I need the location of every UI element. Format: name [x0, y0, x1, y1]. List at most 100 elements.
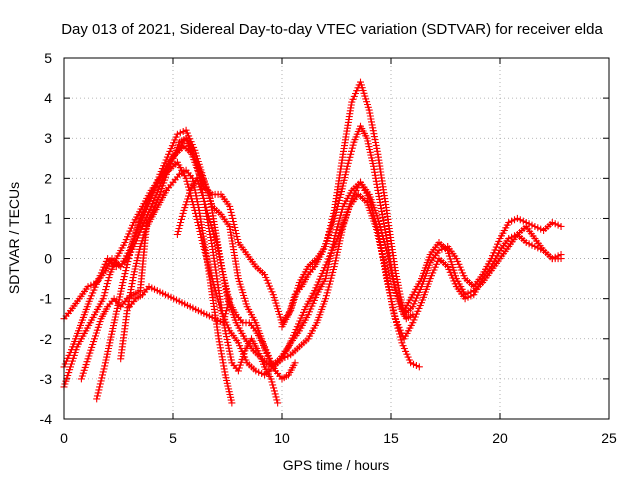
y-tick-label: 1: [44, 210, 52, 226]
data-point: [182, 126, 190, 134]
data-point: [534, 244, 542, 252]
data-point: [172, 133, 180, 141]
data-point: [291, 329, 299, 336]
data-point: [176, 222, 184, 229]
data-point: [332, 254, 340, 262]
data-point: [99, 368, 107, 376]
data-point: [392, 316, 400, 323]
data-point: [194, 177, 202, 185]
data-point: [333, 248, 341, 256]
data-point: [103, 280, 111, 288]
data-point: [162, 173, 169, 181]
data-point: [203, 206, 211, 214]
data-point: [449, 274, 457, 282]
data-point: [412, 362, 420, 369]
data-point: [435, 247, 443, 254]
data-point: [216, 253, 224, 261]
data-point: [367, 115, 375, 123]
data-point: [213, 239, 221, 246]
data-point: [216, 256, 224, 264]
data-point: [268, 378, 276, 386]
plot-frame: [63, 57, 610, 420]
data-point: [193, 195, 201, 203]
data-point: [376, 241, 384, 248]
data-point: [141, 203, 149, 211]
data-point: [350, 92, 358, 100]
data-point: [194, 164, 201, 172]
data-point: [174, 228, 182, 235]
data-point: [108, 330, 116, 338]
data-point: [319, 267, 327, 275]
data-point: [379, 213, 387, 221]
data-point: [101, 362, 109, 370]
data-point: [374, 232, 382, 239]
data-point: [391, 313, 399, 320]
data-point: [519, 217, 527, 225]
data-point: [91, 335, 98, 343]
data-point: [331, 211, 339, 219]
data-point: [194, 167, 202, 175]
data-point: [118, 284, 126, 292]
data-point: [173, 130, 181, 138]
data-point: [318, 270, 326, 277]
data-point: [285, 311, 292, 319]
data-point: [113, 307, 121, 315]
data-point: [400, 345, 408, 352]
data-point: [179, 128, 187, 135]
data-point: [403, 350, 411, 358]
data-point: [95, 386, 103, 394]
data-point: [505, 219, 513, 226]
data-point: [111, 313, 119, 321]
data-point: [161, 159, 169, 167]
data-point: [104, 277, 112, 285]
data-point: [329, 220, 336, 228]
data-point: [537, 245, 545, 253]
data-point: [184, 180, 192, 188]
data-point: [557, 255, 565, 263]
data-point: [461, 295, 469, 303]
data-point: [195, 204, 203, 211]
data-point: [513, 214, 521, 222]
data-point: [92, 332, 99, 340]
data-point: [393, 321, 401, 329]
data-point: [87, 281, 95, 289]
data-point: [433, 260, 440, 268]
data-point: [233, 233, 241, 240]
data-point: [197, 186, 205, 194]
data-point: [331, 260, 339, 268]
data-point: [170, 139, 178, 147]
data-point: [396, 290, 404, 298]
data-point: [228, 211, 236, 219]
data-point: [205, 215, 213, 223]
data-point: [291, 359, 299, 367]
data-point: [365, 194, 373, 202]
data-point: [138, 212, 145, 220]
data-point: [116, 290, 124, 298]
data-point: [118, 282, 126, 289]
chart-title: Day 013 of 2021, Sidereal Day-to-day VTE…: [61, 21, 603, 38]
data-point: [175, 225, 183, 232]
data-point: [284, 352, 292, 360]
data-point: [336, 193, 344, 201]
data-point: [270, 384, 278, 392]
data-point: [94, 389, 102, 397]
data-point: [225, 298, 233, 306]
data-point: [135, 217, 143, 225]
data-point: [343, 162, 351, 170]
data-point: [99, 371, 106, 379]
data-point: [272, 393, 280, 401]
data-point: [222, 310, 230, 318]
data-point: [324, 286, 332, 294]
data-point: [327, 274, 335, 282]
data-point: [289, 296, 297, 304]
data-point: [329, 268, 337, 276]
y-tick-labels: -4 -3 -2 -1 0 1 2 3 4 5: [40, 50, 53, 427]
data-point: [316, 275, 324, 283]
data-point: [334, 199, 342, 207]
data-point: [397, 336, 405, 344]
y-tick-label: 0: [44, 251, 52, 267]
data-point: [215, 338, 223, 346]
data-point: [220, 365, 228, 373]
data-point: [178, 212, 186, 220]
data-point: [366, 109, 374, 117]
